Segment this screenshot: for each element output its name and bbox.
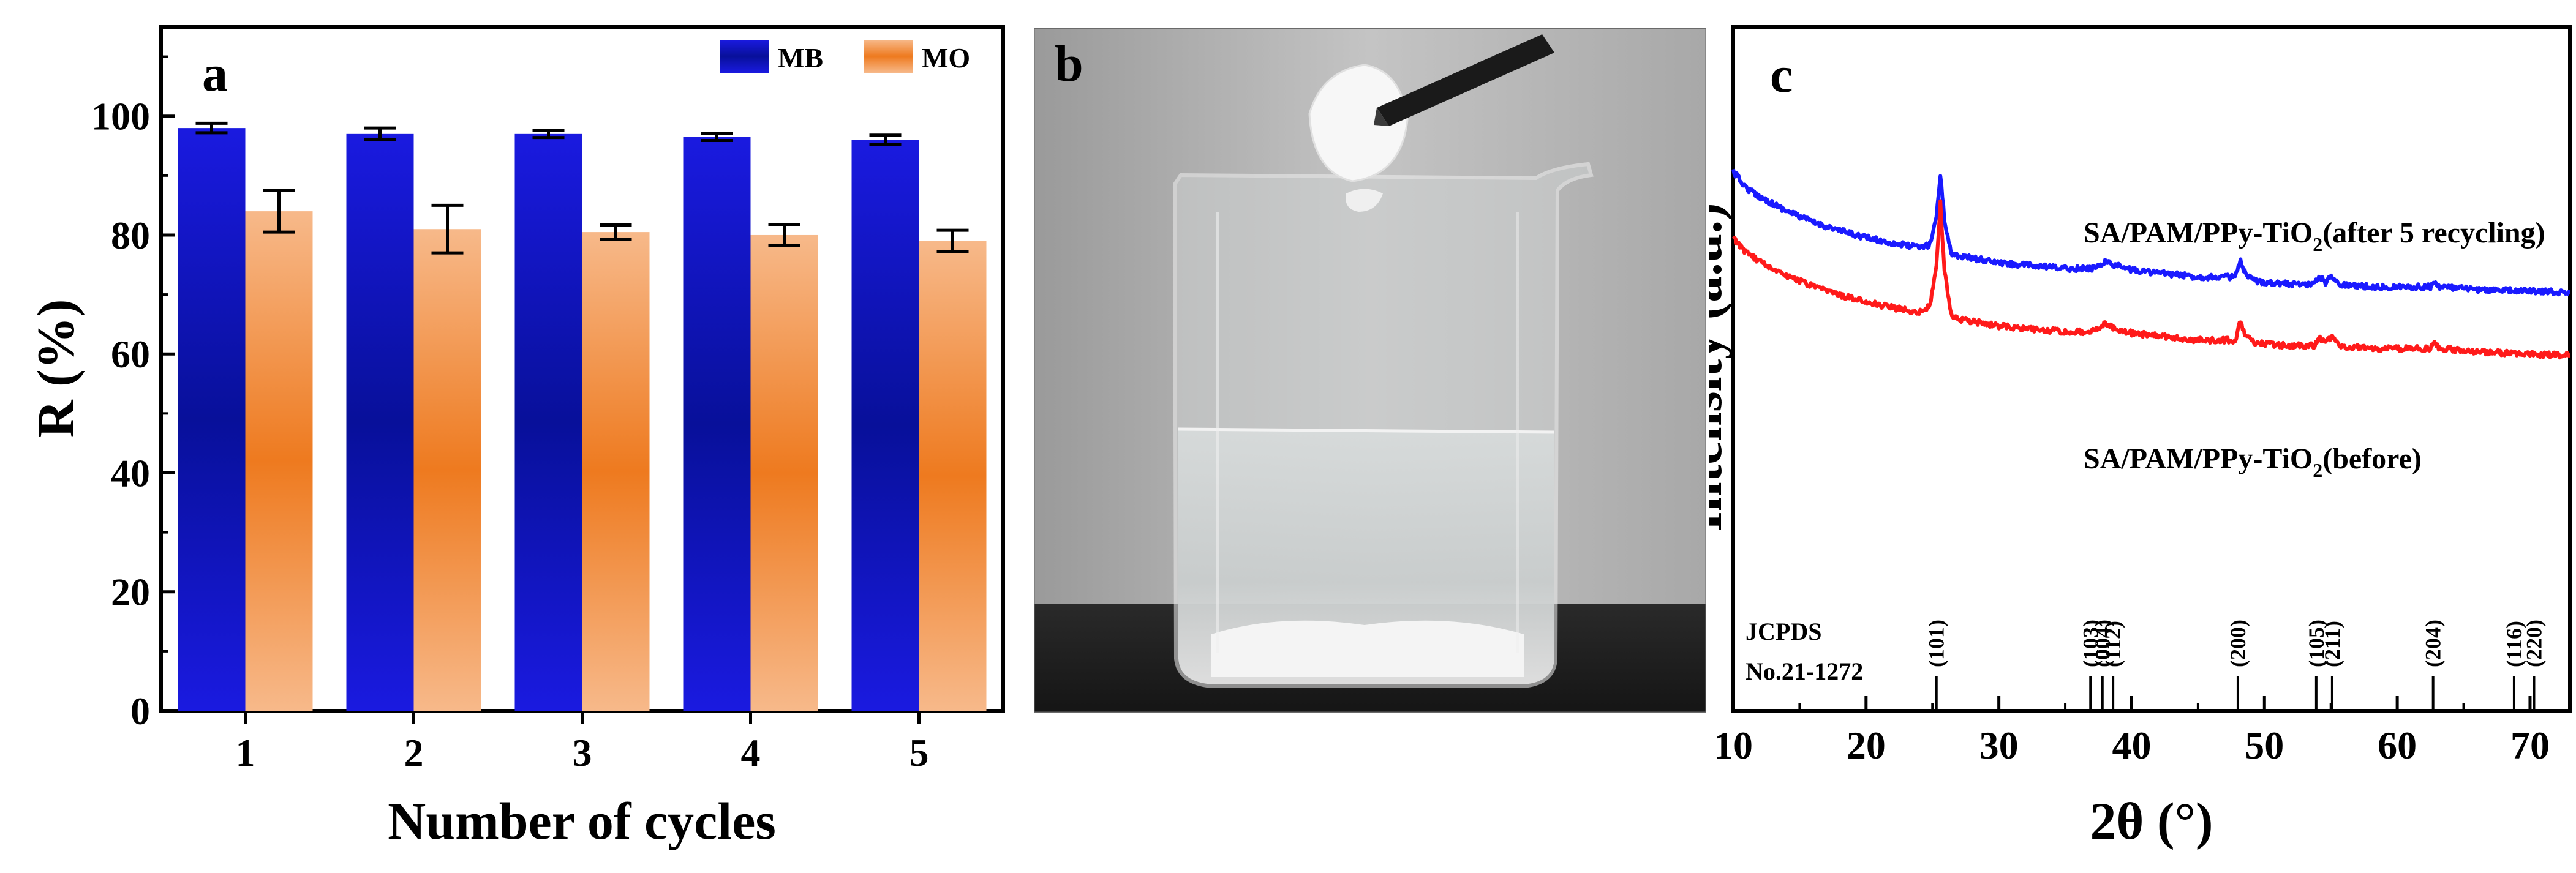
x-tick-label-10: 10: [1714, 724, 1753, 767]
chart-c-reference-line2: No.21-1272: [1746, 658, 1863, 685]
chart-c-y-axis-label: Intensity (a.u.): [1709, 203, 1733, 532]
legend-swatch-mo: [864, 40, 913, 73]
chart-c-plot-frame: [1731, 25, 2572, 713]
beaker: [1172, 162, 1594, 688]
chart-a-svg: 0 20 40 60 80 100 1 2 3 4 5 a MB MO Number of cycl…: [26, 25, 1005, 850]
bar-mo-cycle-5: [919, 241, 987, 711]
x-tick-label-3: 3: [573, 731, 592, 774]
x-tick-label-5: 5: [910, 731, 929, 774]
reference-peak-label: (105): [2304, 620, 2329, 667]
bar-mo-cycle-4: [750, 234, 818, 711]
x-tick-label-70: 70: [2510, 724, 2550, 767]
beaker-photo: [1033, 27, 1708, 714]
chart-c-x-axis-label: 2θ (°): [2090, 792, 2213, 850]
panel-label-c: c: [1770, 47, 1793, 103]
reference-peak-label: (004): [2090, 620, 2115, 667]
chart-c-svg: (101) (103)(004)(112) (200) (105)(211) (204)…: [1674, 25, 2572, 850]
bar-mb-cycle-5: [851, 140, 919, 711]
reference-peak-label: (200): [2226, 620, 2250, 667]
panel-label-b: b: [1055, 36, 1083, 92]
bar-mo-cycle-3: [582, 232, 650, 711]
x-tick-label-40: 40: [2112, 724, 2151, 767]
y-tick-label-0: 0: [130, 689, 150, 733]
panel-label-b-wrapper: b: [1055, 36, 1083, 92]
chart-c-series-label-after: SA/PAM/PPy-TiO2(after 5 recycling): [2084, 217, 2545, 255]
y-tick-label-100: 100: [91, 95, 150, 138]
reference-peak-label: (101): [1924, 620, 1949, 667]
x-tick-label-1: 1: [236, 731, 255, 774]
x-tick-label-50: 50: [2245, 724, 2284, 767]
y-tick-label-80: 80: [111, 214, 150, 257]
chart-a-x-axis-label: Number of cycles: [388, 792, 776, 850]
bar-mb-cycle-4: [683, 137, 751, 711]
chart-c-reference-line1: JCPDS: [1746, 618, 1821, 645]
bar-mb-cycle-3: [514, 133, 582, 711]
legend-label-mb: MB: [778, 42, 823, 73]
panel-label-a: a: [202, 45, 228, 102]
tweezers: [1374, 34, 1554, 126]
x-tick-label-2: 2: [404, 731, 424, 774]
reference-peak-label: (103): [2078, 620, 2103, 667]
y-tick-label-60: 60: [111, 332, 150, 376]
reference-peak-label: (116): [2502, 621, 2526, 667]
bar-mb-cycle-2: [346, 133, 414, 711]
reference-peak-label: (220): [2521, 620, 2546, 667]
chart-c-series-label-before: SA/PAM/PPy-TiO2(before): [2084, 443, 2422, 481]
chart-a-y-axis-label: R (%): [26, 299, 85, 438]
xrd-line-after-recycling: [1731, 168, 2571, 297]
x-tick-label-30: 30: [1979, 724, 2019, 767]
reference-peak-label: (204): [2421, 620, 2446, 667]
x-tick-label-4: 4: [741, 731, 761, 774]
panel-c-xrd-chart: (101) (103) (004) (112) (200) (105) (211) (204)…: [1674, 0, 2576, 870]
reference-peak-label: (211): [2320, 621, 2344, 667]
y-tick-label-40: 40: [111, 451, 150, 495]
reference-peak-label: (112): [2101, 621, 2125, 667]
y-tick-label-20: 20: [111, 571, 150, 614]
bar-mb-cycle-1: [178, 128, 246, 711]
panel-a-bar-chart: 0 20 40 60 80 100 1 2 3 4 5 a MB MO Number of cycl…: [0, 0, 1020, 870]
bar-mo-cycle-2: [413, 229, 481, 711]
panel-b-photo: b: [1033, 27, 1708, 714]
legend-swatch-mb: [720, 40, 769, 73]
xrd-line-before: [1731, 199, 2571, 360]
x-tick-label-60: 60: [2378, 724, 2417, 767]
hydrogel-sample: [1308, 64, 1409, 212]
bar-mo-cycle-1: [245, 211, 313, 711]
legend-label-mo: MO: [922, 42, 970, 73]
x-tick-label-20: 20: [1847, 724, 1886, 767]
